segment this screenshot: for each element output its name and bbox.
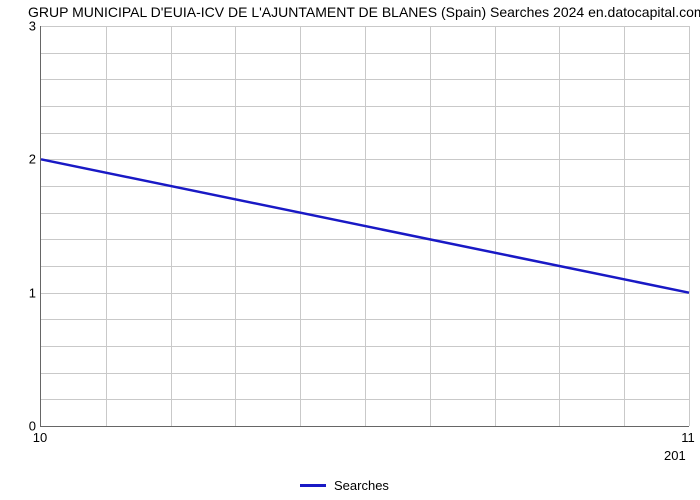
grid-line xyxy=(689,26,690,426)
chart-container: GRUP MUNICIPAL D'EUIA-ICV DE L'AJUNTAMEN… xyxy=(0,0,700,500)
plot-area xyxy=(40,26,689,427)
series-line xyxy=(41,159,689,292)
line-layer xyxy=(41,26,689,426)
legend-label: Searches xyxy=(334,478,389,493)
x-tick-label: 10 xyxy=(33,430,47,445)
legend: Searches xyxy=(300,478,389,493)
x-tick-label: 11 xyxy=(681,430,695,445)
y-tick-label: 1 xyxy=(22,285,36,300)
legend-swatch xyxy=(300,484,326,487)
x-sub-label: 201 xyxy=(664,448,686,463)
chart-title: GRUP MUNICIPAL D'EUIA-ICV DE L'AJUNTAMEN… xyxy=(28,4,700,20)
y-tick-label: 3 xyxy=(22,19,36,34)
y-tick-label: 2 xyxy=(22,152,36,167)
